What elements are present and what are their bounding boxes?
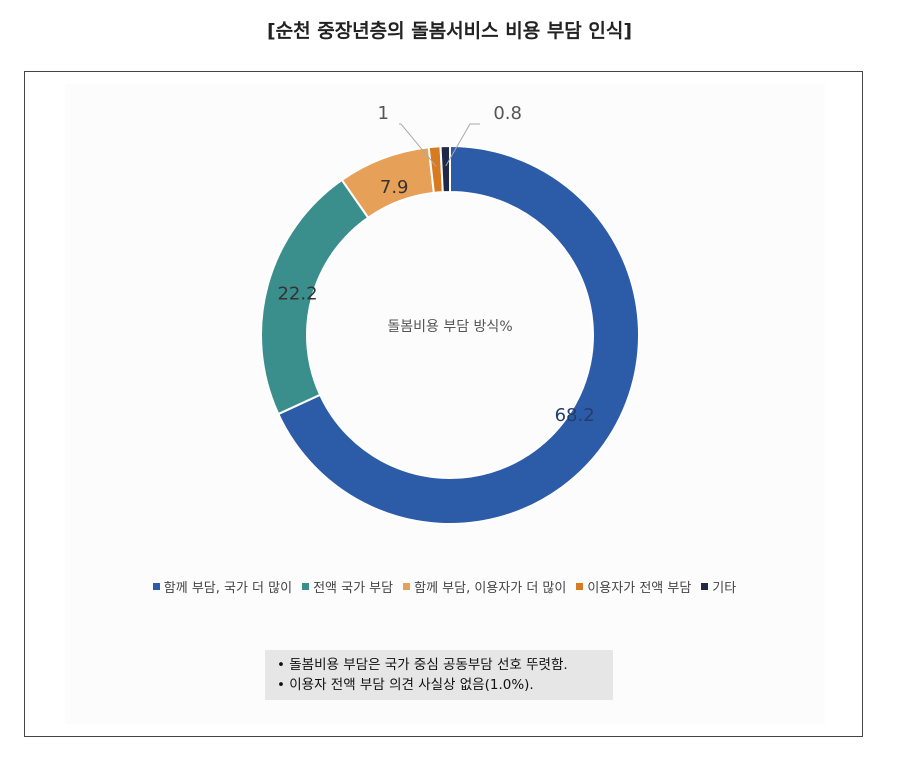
leader-line bbox=[399, 123, 437, 167]
legend-item: 이용자가 전액 부담 bbox=[576, 577, 691, 596]
legend-item: 기타 bbox=[701, 577, 736, 596]
donut-chart: 돌봄비용 부담 방식% 68.2 22.2 7.9 1 0.8 bbox=[260, 103, 640, 525]
legend-swatch bbox=[302, 583, 310, 590]
legend-swatch bbox=[576, 583, 584, 590]
chart-frame: 돌봄비용 부담 방식% 68.2 22.2 7.9 1 0.8 함께 부담, 국가 더 많… bbox=[24, 71, 863, 737]
legend-label: 함께 부담, 이용자가 더 많이 bbox=[414, 581, 567, 596]
legend-item: 함께 부담, 이용자가 더 많이 bbox=[403, 577, 566, 596]
leader-line bbox=[445, 123, 480, 167]
legend-item: 함께 부담, 국가 더 많이 bbox=[152, 577, 293, 596]
legend-label: 기타 bbox=[712, 581, 737, 596]
legend-label: 함께 부담, 국가 더 많이 bbox=[163, 581, 293, 596]
page-title: [순천 중장년층의 돌봄서비스 비용 부담 인식] bbox=[266, 20, 633, 42]
donut-slice bbox=[439, 144, 451, 194]
data-label: 7.9 bbox=[380, 177, 409, 198]
legend-swatch bbox=[701, 583, 709, 590]
data-label: 68.2 bbox=[555, 405, 595, 426]
chart-legend: 함께 부담, 국가 더 많이 전액 국가 부담 함께 부담, 이용자가 더 많이 이용… bbox=[25, 577, 864, 596]
legend-label: 이용자가 전액 부담 bbox=[587, 581, 692, 596]
data-label: 22.2 bbox=[277, 284, 317, 305]
note-line: • 돌봄비용 부담은 국가 중심 공동부담 선호 뚜렷함. bbox=[277, 657, 568, 673]
legend-item: 전액 국가 부담 bbox=[302, 577, 393, 596]
data-label: 1 bbox=[378, 103, 389, 124]
donut-slice bbox=[276, 144, 640, 525]
center-label: 돌봄비용 부담 방식% bbox=[387, 319, 512, 335]
legend-label: 전액 국가 부담 bbox=[313, 581, 394, 596]
notes-box: • 돌봄비용 부담은 국가 중심 공동부담 선호 뚜렷함. • 이용자 전액 부… bbox=[265, 650, 613, 700]
legend-swatch bbox=[152, 583, 160, 590]
legend-swatch bbox=[403, 583, 411, 590]
data-label: 0.8 bbox=[493, 103, 522, 124]
note-line: • 이용자 전액 부담 의견 사실상 없음(1.0%). bbox=[277, 677, 534, 693]
